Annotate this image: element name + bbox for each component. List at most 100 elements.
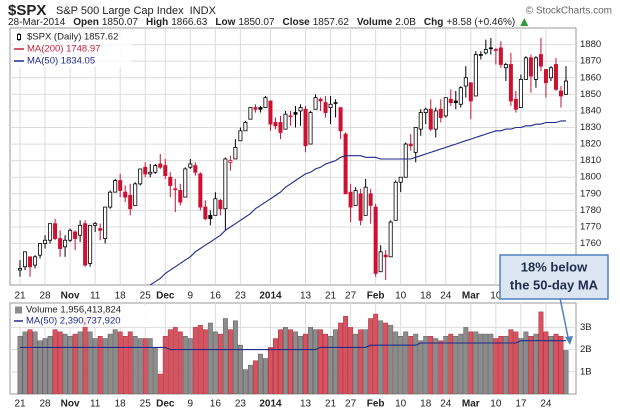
candle-body <box>413 127 418 153</box>
candle-body <box>483 49 488 54</box>
volume-bar <box>37 340 43 394</box>
candle-body <box>378 251 383 273</box>
volume-bar <box>378 320 384 394</box>
annotation: 18% below the 50-day MA <box>499 254 609 345</box>
quote-value: +8.58 (+0.46%) <box>446 17 515 28</box>
volume-bar <box>57 331 63 394</box>
x-tick-label: 18 <box>115 291 127 302</box>
candle-body <box>123 191 128 198</box>
legend-label: MA(200) 1748.97 <box>27 44 100 55</box>
volume-bar <box>298 336 303 394</box>
volume-bar <box>443 336 449 394</box>
candle-body <box>48 223 53 241</box>
volume-bar <box>318 329 323 394</box>
y-tick-label: 1800 <box>580 172 601 183</box>
volume-bar <box>207 322 213 394</box>
volume-bar <box>127 331 133 394</box>
x-tick-label: 21 <box>325 291 337 302</box>
candle-body <box>453 100 458 104</box>
candle-body <box>548 67 553 79</box>
volume-bar <box>172 327 178 394</box>
volume-bar <box>448 333 454 394</box>
quote-label: High <box>146 17 168 28</box>
candle-body <box>553 64 558 90</box>
candle-body <box>178 190 183 203</box>
legend-box <box>13 305 161 327</box>
candle-body <box>148 171 153 175</box>
candle-body <box>268 100 273 125</box>
x-tick-label: 23 <box>235 291 247 302</box>
quote-line: 28-Mar-2014 Open 1850.07 High 1866.63 Low 1850… <box>8 17 515 28</box>
y-tick-label: 2B <box>580 344 592 355</box>
x-tick-label: Mar <box>462 399 480 410</box>
candle-body <box>23 251 28 268</box>
candle-body <box>463 77 468 87</box>
candle-body <box>488 47 493 50</box>
volume-bar <box>62 333 68 394</box>
candle-body <box>393 181 398 221</box>
x-tick-label: 18 <box>420 291 432 302</box>
quote-label: Volume <box>357 17 393 28</box>
moving-average <box>149 120 566 285</box>
candle-body <box>53 223 58 239</box>
candle-body <box>523 57 528 80</box>
candle-body <box>128 195 133 210</box>
candle-body <box>108 191 113 208</box>
y-tick-label: 1880 <box>580 39 601 50</box>
index-name-text: S&P 500 Large Cap Index <box>56 5 184 17</box>
candle-body <box>503 64 508 69</box>
candle-body <box>388 221 393 258</box>
volume-bar <box>523 331 529 394</box>
x-tick-label: Dec <box>156 399 175 410</box>
legend-label: $SPX (Daily) 1857.62 <box>27 32 118 43</box>
volume-bar <box>328 336 334 394</box>
volume-bar <box>162 336 168 394</box>
annotation-arrowhead <box>565 336 573 345</box>
candle-body <box>28 256 33 268</box>
volume-bar <box>343 316 349 394</box>
candle-body <box>273 122 278 127</box>
candle-body <box>513 98 518 110</box>
volume-bar <box>368 318 374 394</box>
y-tick-label: 3B <box>580 322 592 333</box>
legend-label: MA(50) 1834.05 <box>27 56 95 67</box>
volume-bar <box>408 336 414 394</box>
candle-body <box>248 107 253 120</box>
candle-body <box>58 238 63 249</box>
x-tick-label: 24 <box>440 399 452 410</box>
x-tick-label: 28 <box>39 291 51 302</box>
x-tick-label: 21 <box>14 399 26 410</box>
volume-bar <box>498 336 504 394</box>
volume-bar <box>308 327 313 394</box>
x-tick-label: 21 <box>14 291 26 302</box>
exchange: INDX <box>190 5 217 17</box>
volume-bar <box>202 329 208 394</box>
x-tick-label: 11 <box>90 291 101 302</box>
candle-body <box>383 254 388 258</box>
volume-bar <box>363 329 369 394</box>
volume-bar <box>313 329 318 394</box>
x-tick-label: Mar <box>462 291 480 302</box>
volume-bars <box>17 311 569 394</box>
candle-body <box>188 163 193 168</box>
volume-bar <box>212 331 218 394</box>
candle-body <box>43 239 48 244</box>
legend-box <box>13 31 131 67</box>
quote-value: 1866.63 <box>171 17 208 28</box>
volume-bar <box>483 333 489 394</box>
volume-bar <box>187 338 193 394</box>
annotation-text: 18% below <box>521 259 588 274</box>
candle-body <box>348 191 353 208</box>
volume-bar <box>257 353 263 394</box>
x-tick-label: 18 <box>420 399 432 410</box>
volume-bar <box>338 322 344 394</box>
candle-body <box>253 107 258 110</box>
volume-bar <box>358 329 364 394</box>
y-tick-label: 1830 <box>580 122 601 133</box>
quote-label: Close <box>283 17 311 28</box>
candle-body <box>233 146 238 160</box>
candle-body <box>98 228 103 231</box>
candle-body <box>173 188 178 191</box>
